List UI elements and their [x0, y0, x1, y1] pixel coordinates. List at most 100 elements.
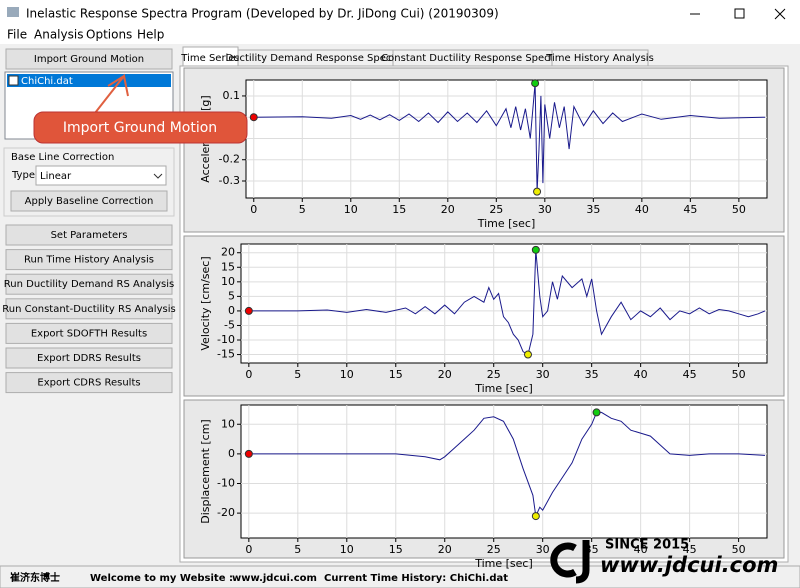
- x-tick-label: 30: [536, 543, 550, 556]
- y-tick-label: 0.1: [223, 89, 241, 102]
- x-tick-label: 30: [536, 368, 550, 381]
- x-tick-label: 45: [683, 368, 697, 381]
- point-marker: [523, 350, 532, 359]
- action-button[interactable]: [5, 322, 173, 344]
- action-button-label: Export DDRS Results: [37, 353, 141, 364]
- point-marker: [249, 113, 258, 122]
- action-button[interactable]: [5, 372, 173, 394]
- type-value: Linear: [40, 171, 72, 182]
- type-label: Type: [11, 170, 35, 181]
- x-axis-label: Time [sec]: [474, 382, 533, 395]
- import-button[interactable]: [5, 48, 173, 70]
- y-tick-label: 5: [228, 289, 235, 302]
- x-tick-label: 45: [683, 543, 697, 556]
- point-marker: [244, 449, 253, 458]
- status-text: 崔济东博士: [9, 571, 60, 584]
- y-axis-label: Velocity [cm/sec]: [199, 256, 212, 350]
- action-button-label: Run Time History Analysis: [24, 255, 154, 266]
- x-tick-label: 30: [538, 203, 552, 216]
- title-bar: [0, 0, 800, 27]
- tab-label: Constant Ductility Response Spectra: [381, 53, 564, 64]
- action-button[interactable]: [5, 249, 173, 271]
- logo: [550, 540, 590, 584]
- status-bar: [0, 565, 800, 588]
- y-tick-label: 15: [221, 260, 235, 273]
- x-tick-label: 40: [634, 543, 648, 556]
- action-button-label: Run Ductility Demand RS Analysis: [4, 279, 174, 290]
- x-tick-label: 25: [487, 368, 501, 381]
- x-tick-label: 15: [389, 543, 403, 556]
- apply-button-label: Apply Baseline Correction: [25, 196, 154, 207]
- callout-text: Import Ground Motion: [63, 120, 217, 136]
- x-tick-label: 10: [340, 543, 354, 556]
- x-axis-label: Time [sec]: [477, 217, 536, 230]
- x-tick-label: 35: [585, 368, 599, 381]
- x-tick-label: 50: [732, 543, 746, 556]
- action-button-label: Run Constant-Ductility RS Analysis: [2, 304, 175, 315]
- tab-label: Ductility Demand Response Spectra: [225, 53, 405, 64]
- plot-area: [240, 243, 768, 364]
- x-tick-label: 10: [344, 203, 358, 216]
- x-axis-label: Time [sec]: [474, 557, 533, 570]
- watermark-since: SINCE 2015: [605, 538, 689, 553]
- callout-box: [33, 111, 248, 144]
- y-tick-label: -0.3: [219, 174, 240, 187]
- apply-button[interactable]: [10, 190, 168, 212]
- import-button-label: Import Ground Motion: [34, 54, 144, 65]
- y-tick-label: 10: [221, 417, 235, 430]
- type-dropdown[interactable]: [35, 165, 167, 186]
- x-tick-label: 5: [294, 543, 301, 556]
- action-button-label: Export SDOFTH Results: [31, 328, 147, 339]
- app-icon: [7, 7, 19, 17]
- x-tick-label: 15: [392, 203, 406, 216]
- menu-item[interactable]: Analysis: [34, 28, 83, 42]
- x-tick-label: 20: [441, 203, 455, 216]
- x-tick-label: 20: [438, 543, 452, 556]
- point-marker: [592, 408, 601, 417]
- x-tick-label: 0: [245, 543, 252, 556]
- y-axis-label: Displacement [cm]: [199, 419, 212, 523]
- action-button[interactable]: [5, 298, 173, 320]
- menu-item[interactable]: Help: [137, 28, 164, 42]
- file-name: ChiChi.dat: [21, 76, 73, 87]
- x-tick-label: 20: [438, 368, 452, 381]
- dropdown-arrow: [153, 173, 163, 179]
- x-tick-label: 45: [683, 203, 697, 216]
- y-tick-label: -20: [217, 506, 235, 519]
- plot-area: [240, 404, 768, 539]
- x-tick-label: 40: [634, 368, 648, 381]
- menu-item[interactable]: File: [7, 28, 27, 42]
- y-tick-label: -0.2: [219, 153, 240, 166]
- data-line: [248, 411, 766, 518]
- point-marker: [244, 306, 253, 315]
- x-tick-label: 5: [299, 203, 306, 216]
- x-tick-label: 5: [294, 368, 301, 381]
- point-marker: [531, 512, 540, 521]
- file-item-highlight[interactable]: [7, 74, 171, 87]
- action-button[interactable]: [5, 273, 173, 295]
- x-tick-label: 40: [635, 203, 649, 216]
- y-tick-label: -15: [217, 348, 235, 361]
- x-tick-label: 50: [732, 203, 746, 216]
- close-button[interactable]: [774, 8, 786, 20]
- y-tick-label: 0: [228, 447, 235, 460]
- baseline-label: Base Line Correction: [11, 152, 114, 163]
- point-marker: [531, 245, 540, 254]
- x-tick-label: 10: [340, 368, 354, 381]
- plot-area: [245, 79, 768, 199]
- menu-item[interactable]: Options: [86, 28, 132, 42]
- x-tick-label: 35: [586, 203, 600, 216]
- data-line: [253, 83, 766, 192]
- menu-bar: [0, 27, 800, 44]
- action-button-label: Export CDRS Results: [37, 378, 140, 389]
- x-tick-label: 0: [245, 368, 252, 381]
- tab-label: Time Series: [180, 53, 239, 64]
- file-checkbox[interactable]: [8, 75, 19, 86]
- action-button[interactable]: [5, 224, 173, 246]
- maximize-button[interactable]: [734, 8, 745, 19]
- x-tick-label: 50: [732, 368, 746, 381]
- status-text: Current Time History: ChiChi.dat: [324, 573, 508, 584]
- y-tick-label: 10: [221, 275, 235, 288]
- action-button[interactable]: [5, 347, 173, 369]
